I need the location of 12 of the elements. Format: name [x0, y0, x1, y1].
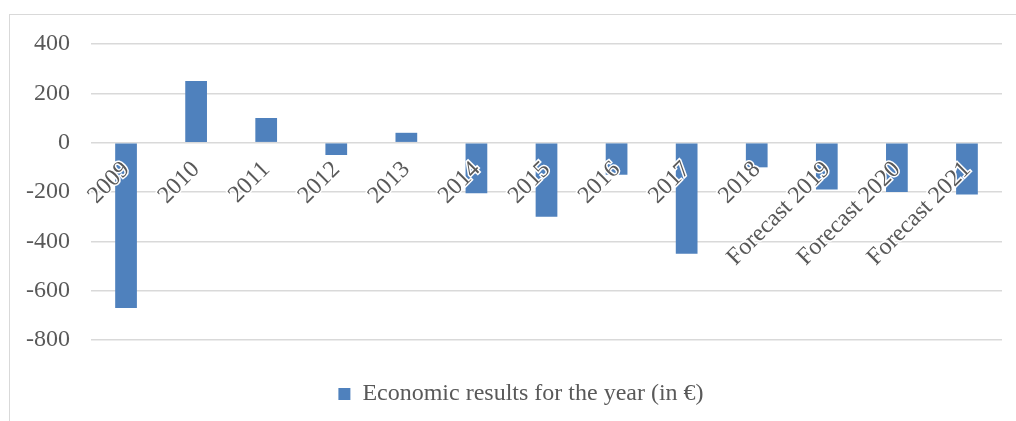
y-tick-label: -600 — [26, 275, 70, 302]
y-tick-label: 0 — [58, 127, 70, 154]
bar — [325, 143, 348, 155]
y-tick-label: 400 — [34, 29, 70, 56]
bar — [255, 118, 278, 142]
y-tick-label: 200 — [34, 78, 70, 105]
y-tick-label: -200 — [26, 177, 70, 204]
legend-label: Economic results for the year (in €) — [362, 379, 704, 406]
bar — [185, 81, 207, 142]
bar — [395, 132, 418, 142]
y-tick-label: -800 — [26, 325, 70, 352]
y-tick-label: -400 — [26, 226, 70, 253]
